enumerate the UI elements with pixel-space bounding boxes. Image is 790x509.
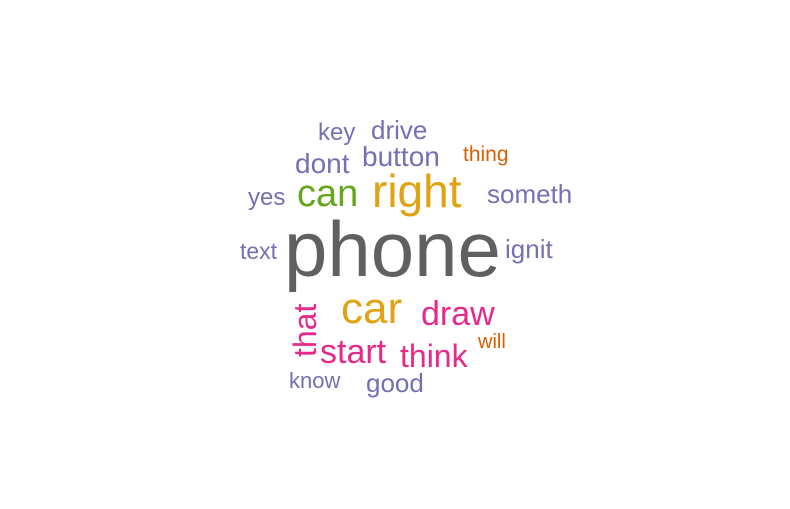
word-will: will	[478, 331, 506, 353]
word-can: can	[297, 173, 359, 215]
word-know: know	[289, 368, 341, 393]
word-start: start	[320, 333, 387, 371]
word-phone: phone	[284, 205, 501, 293]
word-right: right	[372, 165, 462, 217]
word-button: button	[362, 141, 440, 172]
word-think: think	[400, 338, 468, 374]
word-draw: draw	[421, 295, 495, 333]
word-text: text	[240, 238, 278, 264]
word-yes: yes	[248, 184, 286, 211]
word-good: good	[366, 368, 424, 398]
word-drive: drive	[371, 115, 428, 145]
word-thing: thing	[463, 143, 509, 166]
word-ignit: ignit	[505, 234, 553, 264]
word-key: key	[318, 119, 356, 146]
word-that: that	[287, 303, 323, 357]
word-car: car	[341, 284, 403, 333]
word-someth: someth	[487, 179, 573, 209]
word-dont: dont	[295, 148, 350, 179]
